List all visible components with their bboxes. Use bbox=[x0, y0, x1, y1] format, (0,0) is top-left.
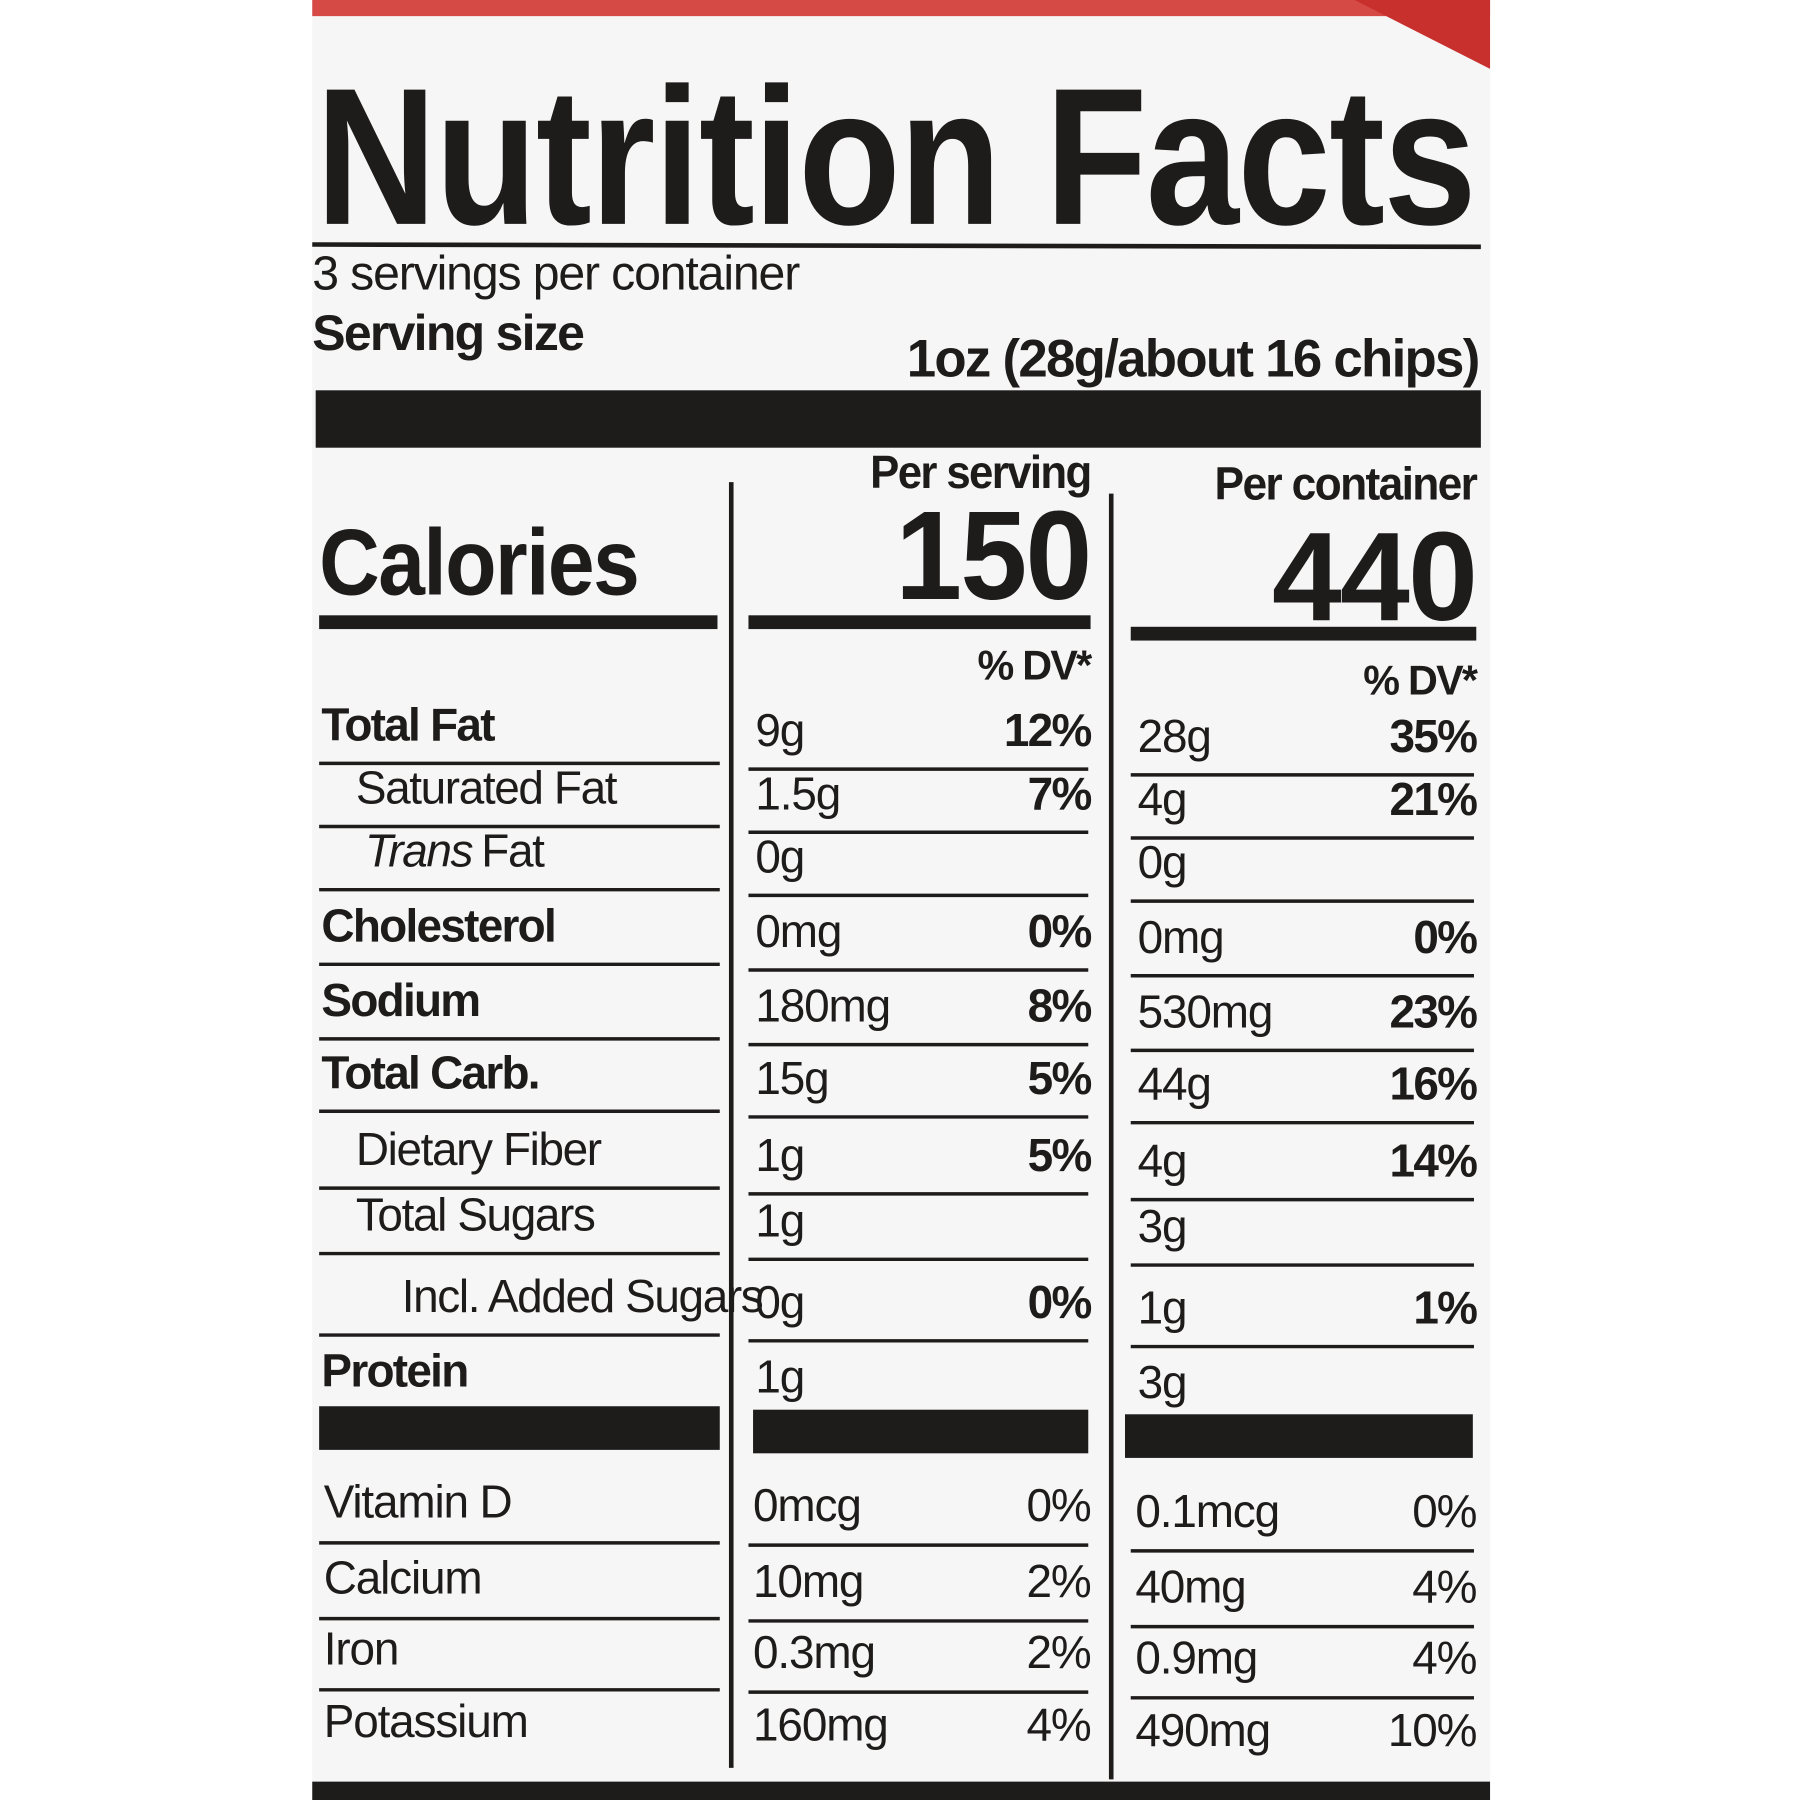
calories-rule bbox=[319, 615, 718, 630]
servings: 3 servings per container bbox=[312, 246, 800, 300]
nutrient-label: Total Sugars bbox=[356, 1189, 595, 1241]
amount: 0.9mg bbox=[1135, 1632, 1257, 1684]
nutrient-label: Protein bbox=[321, 1345, 467, 1397]
nutrient-label-italic: Trans bbox=[365, 825, 473, 877]
amount: 3g bbox=[1138, 1356, 1187, 1408]
amount: 1g bbox=[1138, 1282, 1187, 1334]
vitamin-label: Iron bbox=[324, 1623, 399, 1675]
daily-value: 12% bbox=[1004, 704, 1092, 756]
thick-bar bbox=[1125, 1414, 1473, 1458]
amount: 1g bbox=[755, 1129, 804, 1181]
vitamin-label: Calcium bbox=[324, 1551, 482, 1603]
thick-bar bbox=[753, 1409, 1089, 1454]
amount: 9g bbox=[755, 704, 804, 756]
calories-value: 150 bbox=[895, 485, 1090, 626]
daily-value: 21% bbox=[1390, 773, 1478, 825]
daily-value: 7% bbox=[1028, 767, 1092, 819]
bag bbox=[312, 0, 1491, 1800]
thick-bar bbox=[319, 1406, 720, 1450]
amount: 0g bbox=[755, 830, 804, 882]
daily-value: 5% bbox=[1028, 1052, 1092, 1104]
daily-value: 0% bbox=[1412, 1485, 1476, 1537]
daily-value: 2% bbox=[1026, 1555, 1090, 1607]
amount: 0mg bbox=[1138, 911, 1224, 963]
dv-heading: % DV* bbox=[977, 643, 1093, 689]
daily-value: 8% bbox=[1028, 980, 1092, 1032]
amount: 490mg bbox=[1135, 1704, 1270, 1756]
bottom-bar bbox=[312, 1781, 1491, 1800]
amount: 0mcg bbox=[753, 1479, 861, 1531]
amount: 0.3mg bbox=[753, 1626, 875, 1678]
daily-value: 0% bbox=[1413, 911, 1477, 963]
calories-rule bbox=[1130, 626, 1477, 641]
amount: 15g bbox=[755, 1052, 828, 1104]
daily-value: 16% bbox=[1390, 1058, 1478, 1110]
nutrient-label: Total Fat bbox=[321, 698, 495, 750]
amount: 4g bbox=[1138, 773, 1187, 825]
serving-size-label: Serving size bbox=[312, 304, 584, 361]
amount: 530mg bbox=[1138, 985, 1273, 1037]
amount: 0.1mcg bbox=[1135, 1485, 1279, 1537]
amount: 1.5g bbox=[755, 767, 840, 819]
vitamin-label: Vitamin D bbox=[324, 1476, 512, 1528]
daily-value: 35% bbox=[1390, 710, 1478, 762]
nutrient-label: Dietary Fiber bbox=[356, 1123, 602, 1175]
daily-value: 5% bbox=[1028, 1129, 1092, 1181]
nutrient-label: Incl. Added Sugars bbox=[402, 1270, 763, 1322]
title: Nutrition Facts bbox=[316, 48, 1475, 266]
nutrient-label: Trans Fat bbox=[365, 825, 545, 877]
amount: 4g bbox=[1138, 1135, 1187, 1187]
calories-rule bbox=[748, 615, 1091, 630]
daily-value: 0% bbox=[1026, 1479, 1090, 1531]
daily-value: 23% bbox=[1390, 985, 1478, 1037]
amount: 180mg bbox=[755, 980, 890, 1032]
column-heading: Per serving bbox=[870, 446, 1090, 498]
daily-value: 1% bbox=[1413, 1282, 1477, 1334]
daily-value: 4% bbox=[1412, 1632, 1476, 1684]
thick-bar bbox=[315, 390, 1481, 448]
amount: 3g bbox=[1138, 1200, 1187, 1252]
daily-value: 4% bbox=[1026, 1698, 1090, 1750]
amount: 10mg bbox=[753, 1555, 863, 1607]
daily-value: 10% bbox=[1388, 1704, 1477, 1756]
nutrient-label: Saturated Fat bbox=[356, 762, 618, 814]
nutrient-label-rest: Fat bbox=[481, 825, 545, 877]
amount: 44g bbox=[1138, 1058, 1211, 1110]
title-rule bbox=[312, 242, 1481, 250]
amount: 40mg bbox=[1135, 1561, 1245, 1613]
amount: 28g bbox=[1138, 710, 1211, 762]
amount: 160mg bbox=[753, 1698, 888, 1750]
serving-size: 1oz (28g/about 16 chips) bbox=[907, 330, 1479, 389]
nutrient-label: Sodium bbox=[321, 974, 479, 1026]
nutrient-label: Total Carb. bbox=[321, 1046, 538, 1098]
red-strip bbox=[312, 0, 1491, 17]
daily-value: 2% bbox=[1026, 1626, 1090, 1678]
amount: 0g bbox=[755, 1276, 804, 1328]
amount: 1g bbox=[755, 1350, 804, 1402]
column-heading: Per container bbox=[1215, 457, 1479, 509]
daily-value: 4% bbox=[1412, 1561, 1476, 1613]
dv-heading: % DV* bbox=[1363, 658, 1479, 704]
amount: 0g bbox=[1138, 836, 1187, 888]
nutrient-label: Cholesterol bbox=[321, 899, 555, 951]
amount: 0mg bbox=[755, 905, 841, 957]
daily-value: 0% bbox=[1028, 1276, 1092, 1328]
vitamin-label: Potassium bbox=[324, 1695, 528, 1747]
daily-value: 0% bbox=[1028, 905, 1092, 957]
calories-value: 440 bbox=[1272, 506, 1476, 647]
daily-value: 14% bbox=[1390, 1135, 1478, 1187]
amount: 1g bbox=[755, 1194, 804, 1246]
calories-label: Calories bbox=[319, 510, 638, 615]
